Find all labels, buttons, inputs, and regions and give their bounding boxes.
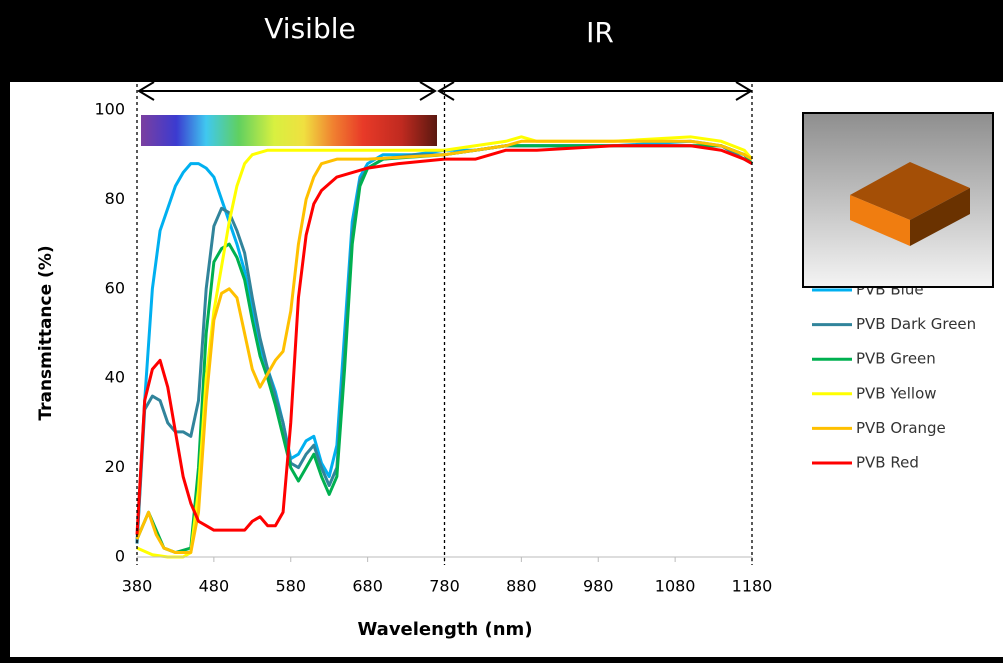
x-tick-label: 980 xyxy=(583,577,614,596)
range-arrows xyxy=(137,81,753,101)
legend-label: PVB Green xyxy=(856,350,936,368)
annotation: Visible xyxy=(264,12,355,45)
x-tick-label: 780 xyxy=(429,577,460,596)
legend-label: PVB Orange xyxy=(856,419,946,437)
legend-label: PVB Red xyxy=(856,454,919,472)
x-tick-label: 580 xyxy=(275,577,306,596)
legend-label: PVB Dark Green xyxy=(856,315,976,333)
y-axis-title: Transmittance (%) xyxy=(36,245,56,420)
spectrum-bar xyxy=(141,115,437,146)
annotation: IR xyxy=(586,16,614,49)
x-tick-label: 680 xyxy=(352,577,383,596)
sample-tile xyxy=(850,162,970,246)
series-line xyxy=(135,139,753,555)
x-tick-label: 1080 xyxy=(655,577,696,596)
x-tick-label: 380 xyxy=(122,577,153,596)
y-tick-label: 80 xyxy=(105,189,125,208)
y-tick-label: 0 xyxy=(115,547,125,566)
legend-label: PVB Yellow xyxy=(856,384,937,402)
x-axis-title: Wavelength (nm) xyxy=(357,619,532,640)
y-tick-label: 20 xyxy=(105,457,125,476)
x-tick-label: 880 xyxy=(506,577,537,596)
y-tick-label: 40 xyxy=(105,368,125,387)
y-tick-label: 100 xyxy=(94,100,125,119)
x-tick-label: 480 xyxy=(199,577,230,596)
y-tick-label: 60 xyxy=(105,278,125,297)
x-tick-label: 1180 xyxy=(732,577,773,596)
series-line xyxy=(135,144,753,535)
